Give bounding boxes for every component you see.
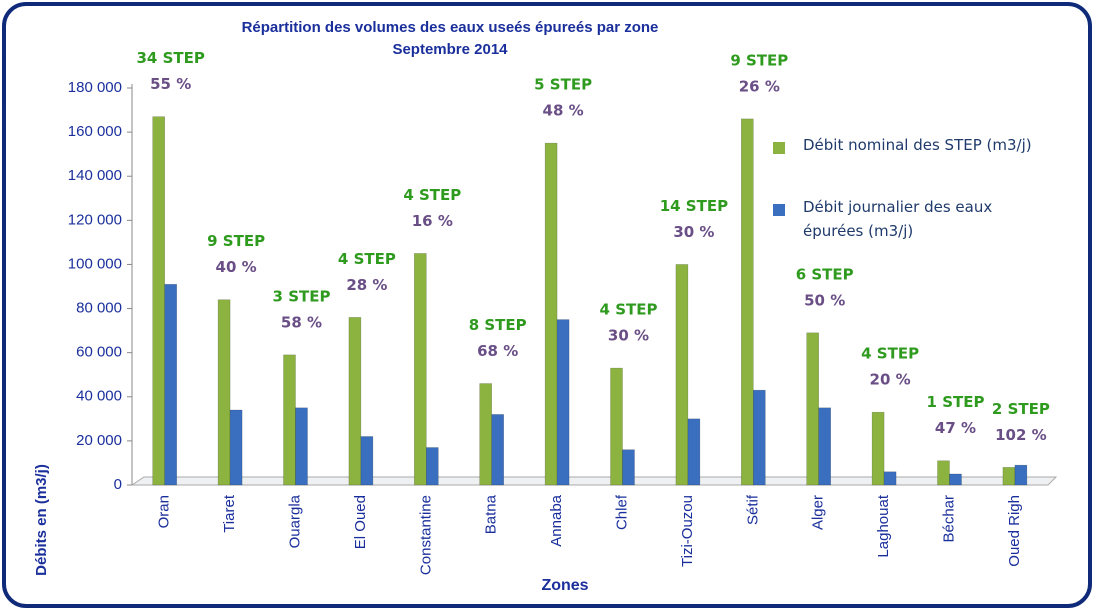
annotation-percent: 16 % [412,212,453,230]
bar [152,116,165,486]
chart-title: Répartition des volumes des eaux useés é… [242,19,659,36]
x-tick-label: Béchar [940,495,957,543]
bar [1014,464,1028,486]
annotation-percent: 30 % [673,223,714,241]
y-axis-label: Débits en (m3/j) [33,464,50,576]
annotation-percent: 26 % [739,77,780,95]
annotation-percent: 50 % [804,291,845,309]
bar [937,460,950,486]
bar [818,407,832,486]
y-tick-label: 0 [114,476,122,493]
x-tick-label: El Oued [352,495,369,549]
bar [949,473,962,486]
x-axis-label: Zones [541,577,588,594]
annotation-step: 9 STEP [207,232,265,250]
bar [556,319,570,486]
annotation-step: 34 STEP [137,49,205,67]
annotation-step: 5 STEP [534,76,592,94]
x-tick-label: Sétif [744,494,761,525]
legend-label: Débit nominal des STEP (m3/j) [803,136,1032,154]
bar [348,317,362,486]
annotation-step: 1 STEP [927,393,985,411]
floor [130,476,1058,486]
annotation-percent: 102 % [995,426,1047,444]
x-tick-label: Oran [156,495,173,528]
bar [544,142,558,486]
annotation-percent: 47 % [935,419,976,437]
annotation-step: 4 STEP [861,345,919,363]
y-tick-label: 80 000 [76,300,122,317]
annotation-step: 4 STEP [600,301,658,319]
bar [479,383,493,486]
bar [610,367,623,486]
bar [740,118,754,486]
annotation-percent: 58 % [281,313,322,331]
x-tick-label: Batna [483,494,500,534]
annotation-percent: 20 % [870,371,911,389]
x-tick-label: Tizi-Ouzou [679,495,696,567]
bar [283,354,296,486]
bar [1002,467,1016,486]
x-tick-label: Chlef [613,494,630,530]
annotation-step: 2 STEP [992,400,1050,418]
x-tick-label: Annaba [548,494,565,546]
x-tick-label: Oued Righ [1006,495,1023,567]
bar [752,389,766,486]
bar [360,436,374,486]
x-tick-label: Tiaret [221,494,238,533]
x-tick-label: Laghouat [875,494,892,557]
annotation-step: 9 STEP [730,51,788,69]
y-tick-label: 140 000 [68,167,122,184]
y-tick-label: 180 000 [68,79,122,96]
y-tick-label: 20 000 [76,432,122,449]
y-tick-label: 40 000 [76,388,122,405]
x-tick-label: Constantine [417,495,434,575]
annotation-step: 4 STEP [338,250,396,268]
bar [413,253,427,486]
chart-subtitle: Septembre 2014 [392,41,508,58]
annotation-step: 4 STEP [403,186,461,204]
y-tick-label: 100 000 [68,255,122,272]
annotation-percent: 40 % [216,258,257,276]
bar [675,264,689,486]
bar [229,409,243,486]
annotation-percent: 30 % [608,327,649,345]
bar [871,411,885,486]
bar [806,332,820,486]
bar [491,414,505,486]
legend-label: Débit journalier des eaux épurées (m3/j) [803,198,993,240]
bar [687,418,701,486]
legend-swatch [773,142,785,154]
annotation-percent: 55 % [150,75,191,93]
y-tick-label: 120 000 [68,211,122,228]
x-tick-label: Ouargla [286,494,303,548]
bar [622,449,635,486]
annotation-step: 8 STEP [469,316,527,334]
bar [883,471,897,486]
bar [217,299,231,486]
y-tick-label: 60 000 [76,344,122,361]
bar [295,407,308,486]
x-tick-label: Alger [810,495,827,530]
annotation-percent: 48 % [543,102,584,120]
annotation-step: 6 STEP [796,265,854,283]
y-tick-label: 160 000 [68,123,122,140]
annotation-step: 14 STEP [660,197,728,215]
annotation-percent: 68 % [477,342,518,360]
annotation-step: 3 STEP [273,287,331,305]
legend-swatch [773,204,785,216]
annotation-percent: 28 % [346,276,387,294]
bar [425,447,439,486]
bar [164,283,177,486]
